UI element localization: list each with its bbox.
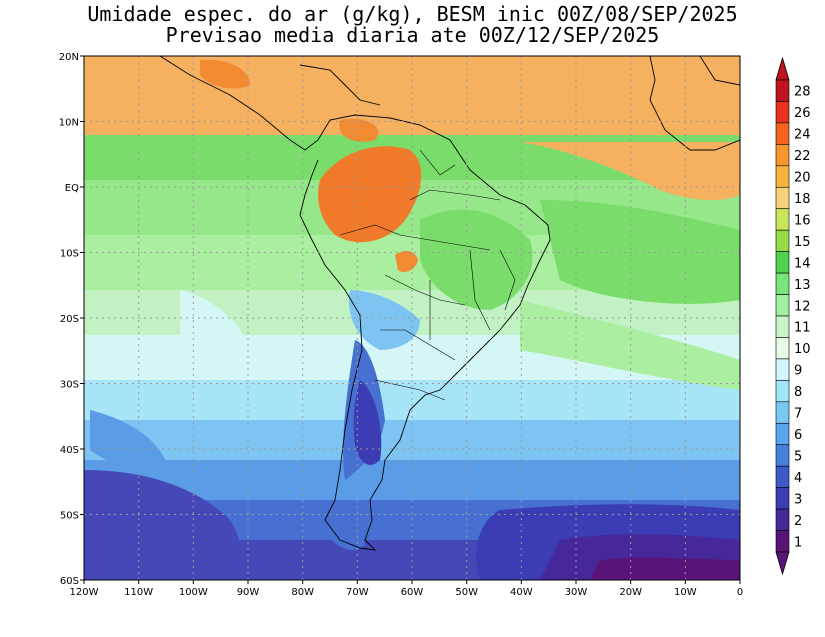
colorbar-bottom-arrow: [775, 551, 790, 576]
colorbar-label: 3: [794, 492, 802, 507]
lon-label: 30W: [565, 587, 588, 598]
lon-label: 20W: [619, 587, 642, 598]
colorbar-swatch: [775, 358, 790, 381]
colorbar-swatch: [775, 401, 790, 424]
colorbar-swatch: [775, 251, 790, 274]
lon-label: 40W: [510, 587, 533, 598]
colorbar-label: 8: [794, 385, 802, 400]
colorbar-label: 18: [794, 192, 811, 207]
colorbar-label: 4: [794, 471, 802, 486]
lon-label: 90W: [237, 587, 260, 598]
colorbar-label: 9: [794, 364, 802, 379]
colorbar-swatch: [775, 208, 790, 231]
lon-axis-labels: 120W 110W 100W 90W 80W 70W 60W 50W 40W 30W 20W 10W 0: [70, 580, 743, 598]
colorbar-swatch: [775, 380, 790, 403]
colorbar-top-arrow: [775, 56, 790, 81]
lat-label: 10S: [60, 249, 79, 260]
colorbar-label: 28: [794, 85, 811, 100]
lat-label: 30S: [60, 380, 79, 391]
colorbar-label: 16: [794, 213, 811, 228]
colorbar-label: 6: [794, 428, 802, 443]
colorbar-swatch: [775, 444, 790, 467]
colorbar-label: 15: [794, 235, 811, 250]
lat-label: 40S: [60, 445, 79, 456]
lon-label: 10W: [674, 587, 697, 598]
colorbar-label: 12: [794, 299, 811, 314]
lon-label: 50W: [455, 587, 478, 598]
colorbar-label: 22: [794, 149, 811, 164]
colorbar-swatch: [775, 186, 790, 210]
colorbar-label: 26: [794, 106, 811, 121]
lon-label: 0: [737, 587, 743, 598]
colorbar-swatch: [775, 315, 790, 338]
lon-label: 110W: [124, 587, 153, 598]
colorbar-swatch: [775, 229, 790, 252]
lat-label: 20S: [60, 314, 79, 325]
lat-label: EQ: [65, 183, 79, 194]
colorbar-swatch: [775, 422, 790, 446]
colorbar-label: 5: [794, 449, 802, 464]
lon-label: 100W: [179, 587, 208, 598]
colorbar-label: 20: [794, 171, 811, 186]
lon-label: 60W: [401, 587, 424, 598]
colorbar-swatch: [775, 144, 790, 167]
lat-label: 60S: [60, 576, 79, 587]
lon-label: 120W: [70, 587, 99, 598]
lat-label: 10N: [59, 118, 79, 129]
colorbar-swatch: [775, 487, 790, 510]
colorbar-label: 13: [794, 278, 811, 293]
colorbar-label: 1: [794, 535, 802, 550]
colorbar-label: 14: [794, 256, 811, 271]
map-title-line2: Previsao media diaria ate 00Z/12/SEP/202…: [165, 23, 660, 47]
lon-label: 80W: [291, 587, 314, 598]
lat-label: 50S: [60, 511, 79, 522]
coastlines: [159, 56, 740, 551]
lat-axis-labels: 20N 10N EQ 10S 20S 30S 40S 50S 60S: [59, 52, 84, 587]
colorbar-swatch: [775, 337, 790, 360]
colorbar: 28 26 24 22 20 18 16 15 14 13 12 11 10 9 8 7 6 5 4 3 2 1: [775, 56, 811, 576]
lat-lon-grid: [84, 56, 740, 580]
colorbar-swatch: [775, 530, 790, 553]
colorbar-label: 2: [794, 514, 802, 529]
map-title-line1: Umidade espec. do ar (g/kg), BESM inic 0…: [87, 2, 738, 26]
colorbar-swatch: [775, 465, 790, 488]
colorbar-label: 11: [794, 321, 811, 336]
lat-label: 20N: [59, 52, 79, 63]
colorbar-swatch: [775, 122, 790, 145]
colorbar-label: 24: [794, 128, 811, 143]
colorbar-swatch: [775, 165, 790, 188]
colorbar-label: 10: [794, 342, 811, 357]
colorbar-swatch: [775, 79, 790, 102]
colorbar-label: 7: [794, 407, 802, 422]
lon-label: 70W: [346, 587, 369, 598]
colorbar-swatch: [775, 508, 790, 531]
colorbar-swatch: [775, 101, 790, 124]
colorbar-swatch: [775, 294, 790, 317]
colorbar-swatch: [775, 272, 790, 295]
